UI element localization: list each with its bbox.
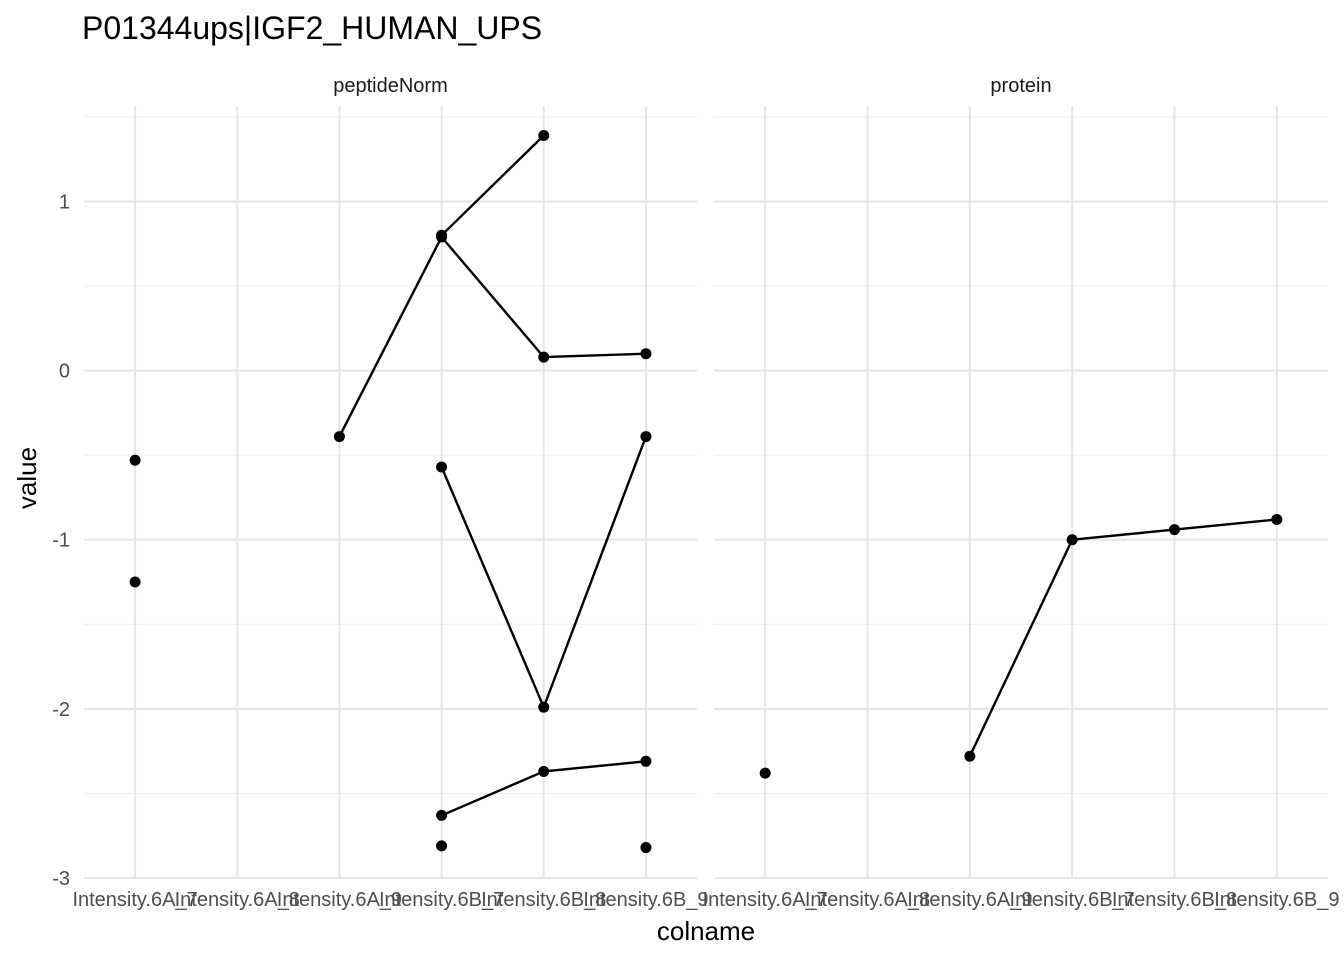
x-tick-label: Intensity.6B_7	[379, 889, 504, 911]
facet-panel-protein: proteinIntensity.6A_7Intensity.6A_8Inten…	[703, 75, 1340, 911]
data-point	[436, 461, 448, 473]
data-point	[1066, 534, 1078, 546]
data-point	[129, 576, 141, 588]
y-tick-label: 1	[59, 191, 70, 213]
series-line	[968, 518, 1277, 757]
data-point	[640, 431, 652, 443]
x-tick-label: Intensity.6B_7	[1010, 889, 1135, 911]
x-tick-label: Intensity.6A_7	[72, 889, 197, 911]
x-tick-label: Intensity.6A_7	[703, 889, 828, 911]
x-tick-label: Intensity.6A_9	[907, 889, 1032, 911]
x-tick-label: Intensity.6A_9	[277, 889, 402, 911]
data-point	[538, 701, 550, 713]
y-tick-label: -2	[52, 699, 70, 721]
x-tick-label: Intensity.6B_8	[1112, 889, 1237, 911]
chart-title: P01344ups|IGF2_HUMAN_UPS	[82, 10, 542, 46]
data-point	[538, 351, 550, 363]
data-point	[333, 431, 345, 443]
facet-panels: peptideNorm-3-2-101Intensity.6A_7Intensi…	[52, 75, 1339, 911]
x-tick-label: Intensity.6B_8	[481, 889, 606, 911]
x-axis-title: colname	[657, 916, 755, 946]
data-point	[538, 130, 550, 142]
strip-label: peptideNorm	[333, 75, 448, 97]
data-point	[759, 767, 771, 779]
data-point	[436, 809, 448, 821]
data-point	[640, 755, 652, 767]
data-point	[640, 348, 652, 360]
data-point	[640, 842, 652, 854]
series-2	[129, 576, 141, 588]
data-point	[436, 840, 448, 852]
x-tick-label: Intensity.6B_9	[583, 889, 708, 911]
series-6	[436, 755, 652, 821]
data-point	[1271, 513, 1283, 525]
x-tick-label: Intensity.6A_8	[175, 889, 300, 911]
y-tick-label: -3	[52, 868, 70, 890]
series-1	[759, 513, 1283, 779]
strip-label: protein	[990, 75, 1051, 97]
data-point	[964, 750, 976, 762]
series-1	[129, 454, 141, 466]
series-line	[338, 234, 646, 438]
x-tick-label: Intensity.6B_9	[1214, 889, 1339, 911]
y-axis-title: value	[12, 447, 42, 509]
facet-panel-peptideNorm: peptideNorm-3-2-101Intensity.6A_7Intensi…	[52, 75, 708, 911]
data-point	[436, 229, 448, 241]
series-5	[436, 431, 652, 713]
series-7	[436, 840, 652, 854]
series-line	[440, 134, 545, 237]
data-point	[129, 454, 141, 466]
series-4	[436, 130, 550, 241]
y-tick-label: -1	[52, 530, 70, 552]
data-point	[538, 765, 550, 777]
series-3	[333, 231, 652, 443]
y-tick-label: 0	[59, 361, 70, 383]
x-tick-label: Intensity.6A_8	[805, 889, 930, 911]
data-point	[1169, 524, 1180, 536]
